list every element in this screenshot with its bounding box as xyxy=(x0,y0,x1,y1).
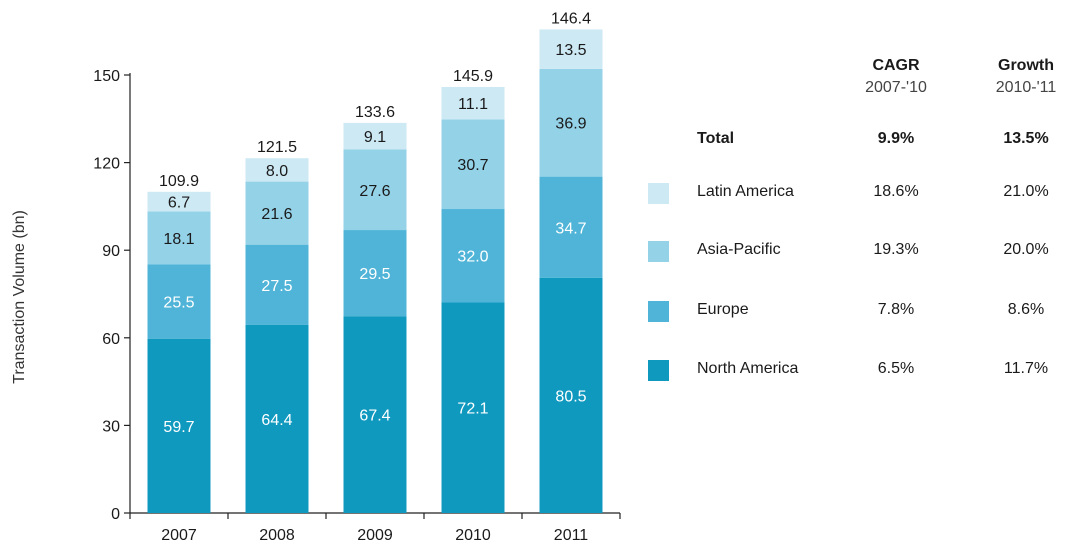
bar-segment xyxy=(441,119,505,210)
bar-value-label: 80.5 xyxy=(555,388,586,405)
y-tick-label: 90 xyxy=(102,243,120,260)
table-row-label: North America xyxy=(697,360,799,377)
table-row-label: Total xyxy=(697,130,735,147)
table-growth-value: 8.6% xyxy=(1007,301,1045,318)
x-tick-label: 2011 xyxy=(554,527,589,544)
bar-value-label: 18.1 xyxy=(163,231,194,248)
bar-value-label: 34.7 xyxy=(555,220,586,237)
table-header-title: CAGR xyxy=(872,57,920,74)
y-tick-label: 120 xyxy=(93,156,120,173)
bar-value-label: 9.1 xyxy=(364,129,386,146)
table-growth-value: 21.0% xyxy=(1003,183,1049,200)
table-header-period: 2010-'11 xyxy=(995,79,1057,96)
bar-segment xyxy=(539,29,603,69)
legend-swatch xyxy=(648,241,669,262)
legend-swatch xyxy=(648,301,669,322)
bar-value-label: 29.5 xyxy=(359,266,390,283)
bar-total-label: 121.5 xyxy=(257,139,297,156)
bar-segment xyxy=(245,244,309,325)
bar-segment xyxy=(441,209,505,303)
bar-segment xyxy=(441,86,505,120)
bar-segment xyxy=(343,316,407,513)
bar-value-label: 32.0 xyxy=(457,249,488,266)
bar-value-label: 67.4 xyxy=(359,408,390,425)
bar-segment xyxy=(147,264,211,339)
bar-value-label: 8.0 xyxy=(266,163,288,180)
bar-value-label: 27.6 xyxy=(359,183,390,200)
bar-value-label: 21.6 xyxy=(261,206,292,223)
bar-value-label: 13.5 xyxy=(555,42,586,59)
table-cagr-value: 18.6% xyxy=(873,183,919,200)
x-tick-label: 2010 xyxy=(455,527,491,544)
legend-swatch xyxy=(648,183,669,204)
bar-total-label: 145.9 xyxy=(453,68,493,85)
bar-value-label: 11.1 xyxy=(458,96,488,113)
bar-value-label: 59.7 xyxy=(163,419,194,436)
y-axis-label: Transaction Volume (bn) xyxy=(11,210,28,384)
table-cagr-value: 19.3% xyxy=(873,241,919,258)
x-tick-label: 2008 xyxy=(259,527,295,544)
table-row-label: Europe xyxy=(697,301,749,318)
bar-total-label: 133.6 xyxy=(355,104,395,121)
bar-segment xyxy=(245,181,309,245)
bar-value-label: 25.5 xyxy=(163,294,194,311)
bar-segment xyxy=(343,122,407,150)
bar-segment xyxy=(343,230,407,317)
stacked-bar-chart: 0 30 60 90 120 150 2007 2008 2009 2010 2011 59.7 2… xyxy=(11,10,621,544)
legend-swatch xyxy=(648,360,669,381)
y-axis: 0 30 60 90 120 150 xyxy=(93,68,131,523)
bar-total-label: 146.4 xyxy=(551,10,591,27)
bar-segment xyxy=(245,158,309,182)
y-tick-label: 30 xyxy=(102,418,120,435)
bar-value-label: 6.7 xyxy=(168,195,190,212)
bar-segment xyxy=(343,149,407,231)
table-cagr-value: 9.9% xyxy=(877,130,915,147)
table-growth-value: 20.0% xyxy=(1003,241,1049,258)
bar-segment xyxy=(539,176,603,278)
table-header-period: 2007-'10 xyxy=(865,79,927,96)
y-tick-label: 150 xyxy=(93,68,120,85)
x-tick-label: 2009 xyxy=(357,527,393,544)
table-header-title: Growth xyxy=(998,57,1054,74)
bar-segment xyxy=(539,277,603,513)
table-cagr-value: 7.8% xyxy=(877,301,915,318)
y-tick-label: 60 xyxy=(102,331,120,348)
bar-value-label: 27.5 xyxy=(261,278,292,295)
bar-segment xyxy=(147,211,211,265)
table-growth-value: 11.7% xyxy=(1003,360,1049,377)
bars: 59.7 25.5 18.1 6.7 109.9 64.4 27.5 21.6 8.0 121.5… xyxy=(147,10,603,513)
bar-segment xyxy=(147,191,211,212)
bar-segment xyxy=(245,324,309,513)
table-cagr-value: 6.5% xyxy=(877,360,915,377)
x-axis: 2007 2008 2009 2010 2011 xyxy=(129,512,621,544)
x-tick-label: 2007 xyxy=(161,527,197,544)
bar-segment xyxy=(147,338,211,513)
bar-total-label: 109.9 xyxy=(159,173,199,190)
bar-value-label: 30.7 xyxy=(457,157,488,174)
y-tick-label: 0 xyxy=(111,506,120,523)
bar-value-label: 72.1 xyxy=(457,401,488,418)
bar-segment xyxy=(441,302,505,513)
bar-segment xyxy=(539,68,603,177)
table-row-label: Asia-Pacific xyxy=(697,241,781,258)
bar-value-label: 64.4 xyxy=(261,412,292,429)
bar-value-label: 36.9 xyxy=(555,116,586,133)
table-growth-value: 13.5% xyxy=(1003,130,1049,147)
table-row-label: Latin America xyxy=(697,183,794,200)
